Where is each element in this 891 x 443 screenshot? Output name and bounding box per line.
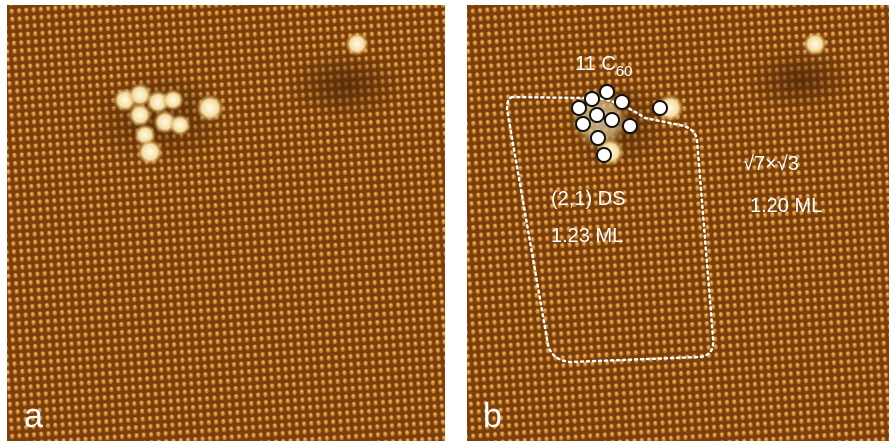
panel-label: b: [483, 397, 502, 435]
panel-label: a: [24, 397, 43, 435]
cluster-subscript: 60: [616, 63, 633, 80]
depression: [745, 48, 855, 112]
domain-label: (2,1) DS: [551, 188, 625, 210]
cluster-text: 11 C: [575, 53, 616, 75]
depression: [285, 50, 405, 120]
panel-a: a: [7, 5, 445, 441]
figure: a 11 C60 (2,1) DS 1.23 ML √7×√3 1.20 ML …: [0, 0, 891, 443]
coverage-label: 1.20 ML: [750, 195, 822, 217]
coverage-label: 1.23 ML: [551, 225, 623, 247]
domain-label: √7×√3: [743, 153, 799, 175]
panel-b: 11 C60 (2,1) DS 1.23 ML √7×√3 1.20 ML b: [467, 5, 889, 441]
